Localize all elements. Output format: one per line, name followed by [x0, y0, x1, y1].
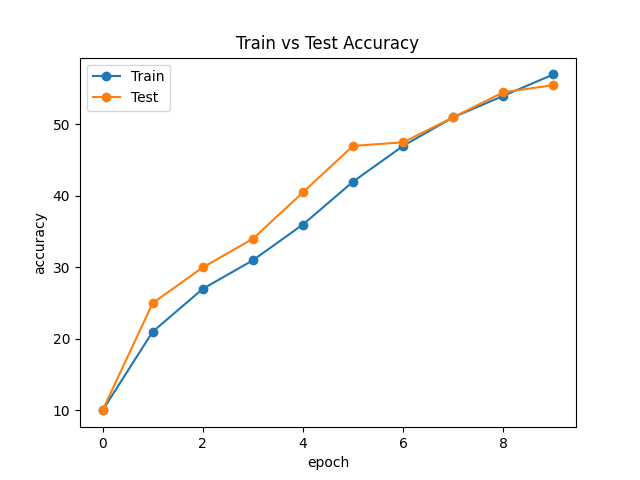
- Train: [149, 329, 157, 335]
- Test: [249, 236, 257, 242]
- Train: [499, 93, 507, 99]
- Train: [99, 408, 106, 413]
- Line: Train: Train: [99, 70, 557, 415]
- Train: [550, 72, 557, 77]
- Test: [550, 82, 557, 88]
- Test: [199, 264, 207, 270]
- Test: [99, 408, 106, 413]
- Test: [399, 139, 407, 145]
- Train: [399, 143, 407, 149]
- Train: [449, 114, 457, 120]
- Train: [349, 179, 357, 184]
- Train: [249, 257, 257, 263]
- Train: [299, 222, 307, 228]
- Title: Train vs Test Accuracy: Train vs Test Accuracy: [237, 35, 419, 53]
- Test: [499, 89, 507, 95]
- X-axis label: epoch: epoch: [307, 456, 349, 470]
- Legend: Train, Test: Train, Test: [87, 64, 170, 110]
- Test: [349, 143, 357, 149]
- Line: Test: Test: [99, 81, 557, 415]
- Test: [299, 190, 307, 195]
- Y-axis label: accuracy: accuracy: [33, 211, 47, 274]
- Test: [449, 114, 457, 120]
- Test: [149, 300, 157, 306]
- Train: [199, 286, 207, 292]
